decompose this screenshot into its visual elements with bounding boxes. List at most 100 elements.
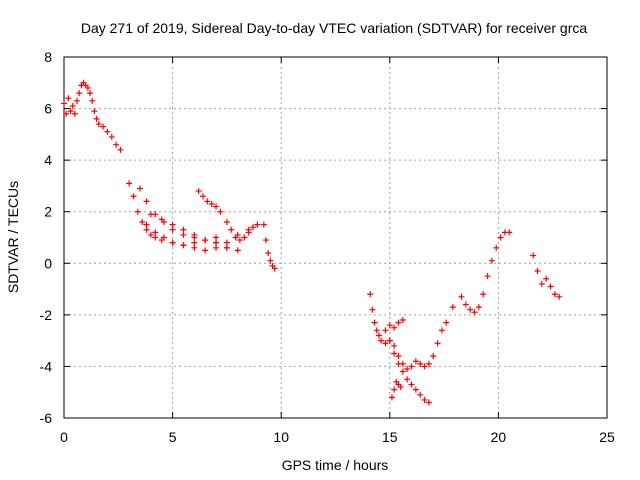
data-point bbox=[547, 283, 554, 290]
data-point bbox=[143, 226, 150, 233]
data-point bbox=[467, 306, 474, 313]
data-point bbox=[534, 268, 541, 275]
data-point bbox=[76, 90, 83, 97]
data-point bbox=[543, 275, 550, 282]
data-point bbox=[530, 252, 537, 259]
data-point bbox=[195, 188, 202, 195]
data-point bbox=[412, 386, 419, 393]
data-point bbox=[369, 306, 376, 313]
data-point bbox=[462, 301, 469, 308]
data-point bbox=[191, 244, 198, 251]
data-point bbox=[147, 231, 154, 238]
data-point bbox=[271, 265, 278, 272]
axis-ticks: 0 5 10 15 20 25 -6 -4 -2 0 2 4 6 8 bbox=[40, 49, 615, 445]
data-point bbox=[234, 247, 241, 254]
y-tick-label: -6 bbox=[40, 410, 53, 426]
data-point bbox=[386, 322, 393, 329]
data-point bbox=[397, 384, 404, 391]
data-point bbox=[180, 231, 187, 238]
y-tick-label: 6 bbox=[44, 101, 52, 117]
data-point bbox=[375, 332, 382, 339]
data-point bbox=[191, 239, 198, 246]
series-trace-12 bbox=[388, 378, 404, 401]
data-point bbox=[471, 309, 478, 316]
y-tick-label: 0 bbox=[44, 255, 52, 271]
plot-frame bbox=[63, 56, 608, 419]
data-point bbox=[74, 97, 81, 104]
data-point bbox=[245, 229, 252, 236]
x-tick-label: 0 bbox=[60, 429, 68, 445]
data-point bbox=[399, 368, 406, 375]
data-point bbox=[484, 273, 491, 280]
data-point bbox=[408, 363, 415, 370]
data-point bbox=[254, 221, 261, 228]
data-point bbox=[158, 216, 165, 223]
x-tick-label: 25 bbox=[599, 429, 615, 445]
data-point bbox=[139, 219, 146, 226]
data-point bbox=[386, 337, 393, 344]
data-point bbox=[108, 133, 115, 140]
data-point bbox=[147, 211, 154, 218]
data-point bbox=[208, 200, 215, 207]
data-point bbox=[506, 229, 513, 236]
data-point bbox=[71, 110, 78, 117]
y-tick-label: -4 bbox=[40, 358, 53, 374]
data-point bbox=[89, 97, 96, 104]
data-point bbox=[497, 234, 504, 241]
data-point bbox=[191, 231, 198, 238]
data-point bbox=[100, 123, 107, 130]
data-point bbox=[217, 208, 224, 215]
data-point bbox=[475, 304, 482, 311]
data-point bbox=[160, 234, 167, 241]
series-trace-14 bbox=[530, 252, 563, 300]
data-point bbox=[382, 340, 389, 347]
y-tick-label: 4 bbox=[44, 152, 52, 168]
data-point bbox=[69, 102, 76, 109]
x-tick-label: 10 bbox=[273, 429, 289, 445]
data-point bbox=[378, 337, 385, 344]
data-point bbox=[61, 100, 67, 107]
data-point bbox=[223, 219, 230, 226]
data-point bbox=[95, 121, 102, 128]
data-point bbox=[213, 203, 220, 210]
data-point bbox=[126, 180, 133, 187]
data-point bbox=[236, 237, 243, 244]
data-point bbox=[91, 108, 98, 115]
data-point bbox=[134, 208, 141, 215]
data-point bbox=[538, 280, 545, 287]
data-point bbox=[249, 224, 256, 231]
y-tick-label: -2 bbox=[40, 307, 53, 323]
data-point bbox=[367, 291, 374, 298]
data-point bbox=[412, 358, 419, 365]
x-tick-label: 5 bbox=[169, 429, 177, 445]
data-point bbox=[143, 198, 150, 205]
data-point bbox=[267, 257, 274, 264]
data-point bbox=[65, 95, 72, 102]
data-point bbox=[556, 293, 563, 300]
data-point bbox=[117, 146, 124, 153]
data-point bbox=[232, 234, 239, 241]
data-point bbox=[488, 257, 495, 264]
x-tick-label: 20 bbox=[491, 429, 507, 445]
data-point bbox=[391, 324, 398, 331]
data-point bbox=[449, 304, 456, 311]
data-point bbox=[93, 115, 100, 122]
data-point bbox=[169, 226, 176, 233]
data-point bbox=[399, 317, 406, 324]
data-point bbox=[152, 234, 159, 241]
series-trace-13 bbox=[449, 229, 513, 316]
x-axis-label: GPS time / hours bbox=[282, 457, 389, 473]
data-point bbox=[480, 291, 487, 298]
data-point bbox=[382, 327, 389, 334]
data-point bbox=[425, 399, 432, 406]
data-point bbox=[417, 360, 424, 367]
data-point bbox=[443, 319, 450, 326]
data-point bbox=[152, 229, 159, 236]
data-point bbox=[169, 239, 176, 246]
data-point bbox=[430, 353, 437, 360]
data-point bbox=[260, 221, 267, 228]
data-point bbox=[395, 353, 402, 360]
x-tick-label: 15 bbox=[382, 429, 398, 445]
chart-title: Day 271 of 2019, Sidereal Day-to-day VTE… bbox=[81, 20, 587, 36]
